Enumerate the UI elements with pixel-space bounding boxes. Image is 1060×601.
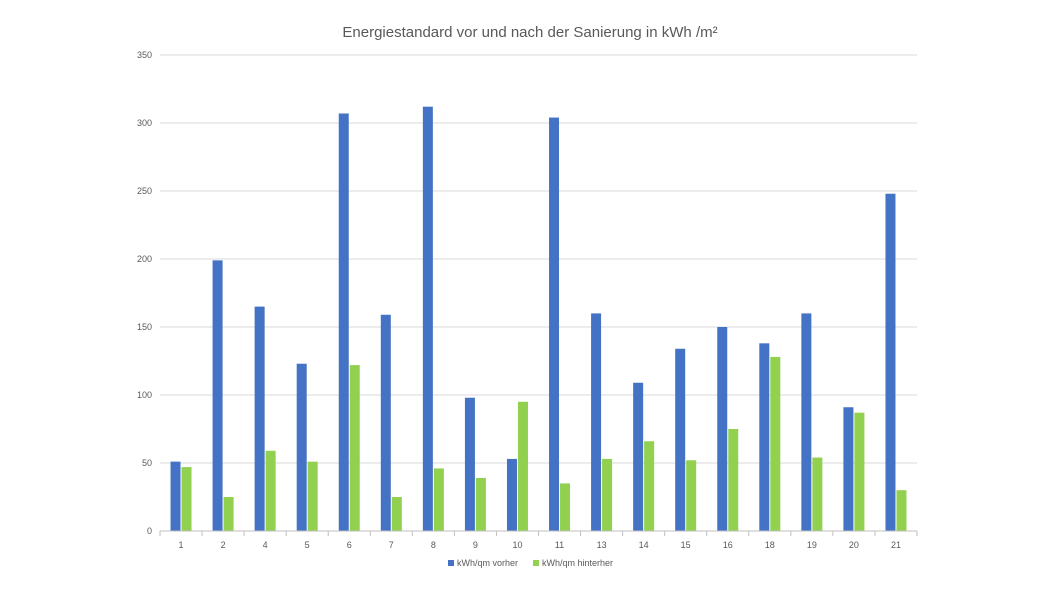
bar-hinterher	[644, 441, 655, 531]
bar-hinterher	[181, 467, 192, 531]
bar-vorher	[254, 306, 265, 531]
bar-vorher	[885, 193, 896, 531]
bar-hinterher	[265, 450, 276, 531]
bar-hinterher	[854, 412, 865, 531]
x-tick-label: 6	[347, 540, 352, 550]
bar-hinterher	[728, 429, 739, 531]
bar-vorher	[464, 397, 475, 531]
bar-hinterher	[602, 458, 613, 531]
bar-vorher	[549, 117, 560, 531]
bar-vorher	[422, 106, 433, 532]
x-tick-label: 1	[179, 540, 184, 550]
x-tick-label: 8	[431, 540, 436, 550]
y-tick-label: 50	[142, 458, 152, 468]
y-tick-label: 100	[137, 390, 152, 400]
bar-hinterher	[770, 356, 781, 531]
bar-hinterher	[560, 483, 571, 531]
bar-vorher	[675, 348, 686, 531]
bar-vorher	[591, 313, 602, 531]
bar-hinterher	[223, 497, 234, 531]
bar-hinterher	[475, 477, 486, 531]
x-tick-label: 9	[473, 540, 478, 550]
bar-hinterher	[433, 468, 444, 531]
x-tick-label: 15	[681, 540, 691, 550]
bar-vorher	[212, 260, 223, 531]
x-tick-label: 4	[263, 540, 268, 550]
legend-swatch	[533, 560, 539, 566]
x-tick-label: 2	[221, 540, 226, 550]
bar-hinterher	[896, 490, 907, 531]
x-tick-label: 18	[765, 540, 775, 550]
y-tick-label: 0	[147, 526, 152, 536]
x-tick-label: 16	[723, 540, 733, 550]
y-tick-label: 150	[137, 322, 152, 332]
bar-vorher	[170, 461, 181, 531]
x-tick-label: 7	[389, 540, 394, 550]
y-tick-label: 350	[137, 50, 152, 60]
x-tick-label: 11	[555, 540, 564, 550]
x-tick-label: 14	[639, 540, 649, 550]
bar-hinterher	[391, 497, 402, 531]
bar-hinterher	[686, 460, 697, 531]
bar-vorher	[296, 363, 307, 531]
bar-hinterher	[517, 401, 528, 531]
x-axis: 1 2 4 5 6 7 8 9 10 11 13 14 15 16 18 19 20 21	[159, 531, 918, 550]
bar-vorher	[633, 382, 644, 531]
x-tick-label: 13	[597, 540, 607, 550]
bar-hinterher	[812, 457, 823, 531]
bar-vorher	[759, 343, 770, 531]
y-tick-label: 200	[137, 254, 152, 264]
bar-vorher	[380, 314, 391, 531]
bar-hinterher	[349, 365, 360, 531]
bar-vorher	[506, 458, 517, 531]
bar-vorher	[801, 313, 812, 531]
x-tick-label: 10	[512, 540, 522, 550]
bar-vorher	[338, 113, 349, 531]
x-tick-label: 20	[849, 540, 859, 550]
y-tick-label: 300	[137, 118, 152, 128]
bars	[170, 106, 907, 532]
bar-vorher	[717, 327, 728, 531]
y-tick-label: 250	[137, 186, 152, 196]
bar-hinterher	[307, 461, 318, 531]
legend-label: kWh/qm vorher	[457, 558, 518, 568]
chart-title: Energiestandard vor und nach der Sanieru…	[342, 24, 717, 41]
x-tick-label: 19	[807, 540, 817, 550]
legend-label: kWh/qm hinterher	[542, 558, 613, 568]
x-tick-label: 21	[891, 540, 901, 550]
gridlines	[160, 54, 917, 464]
legend-swatch	[448, 560, 454, 566]
x-tick-label: 5	[305, 540, 310, 550]
legend: kWh/qm vorher kWh/qm hinterher	[448, 558, 613, 568]
bar-vorher	[843, 407, 854, 531]
y-axis: 0 50 100 150 200 250 300 350	[137, 50, 152, 536]
